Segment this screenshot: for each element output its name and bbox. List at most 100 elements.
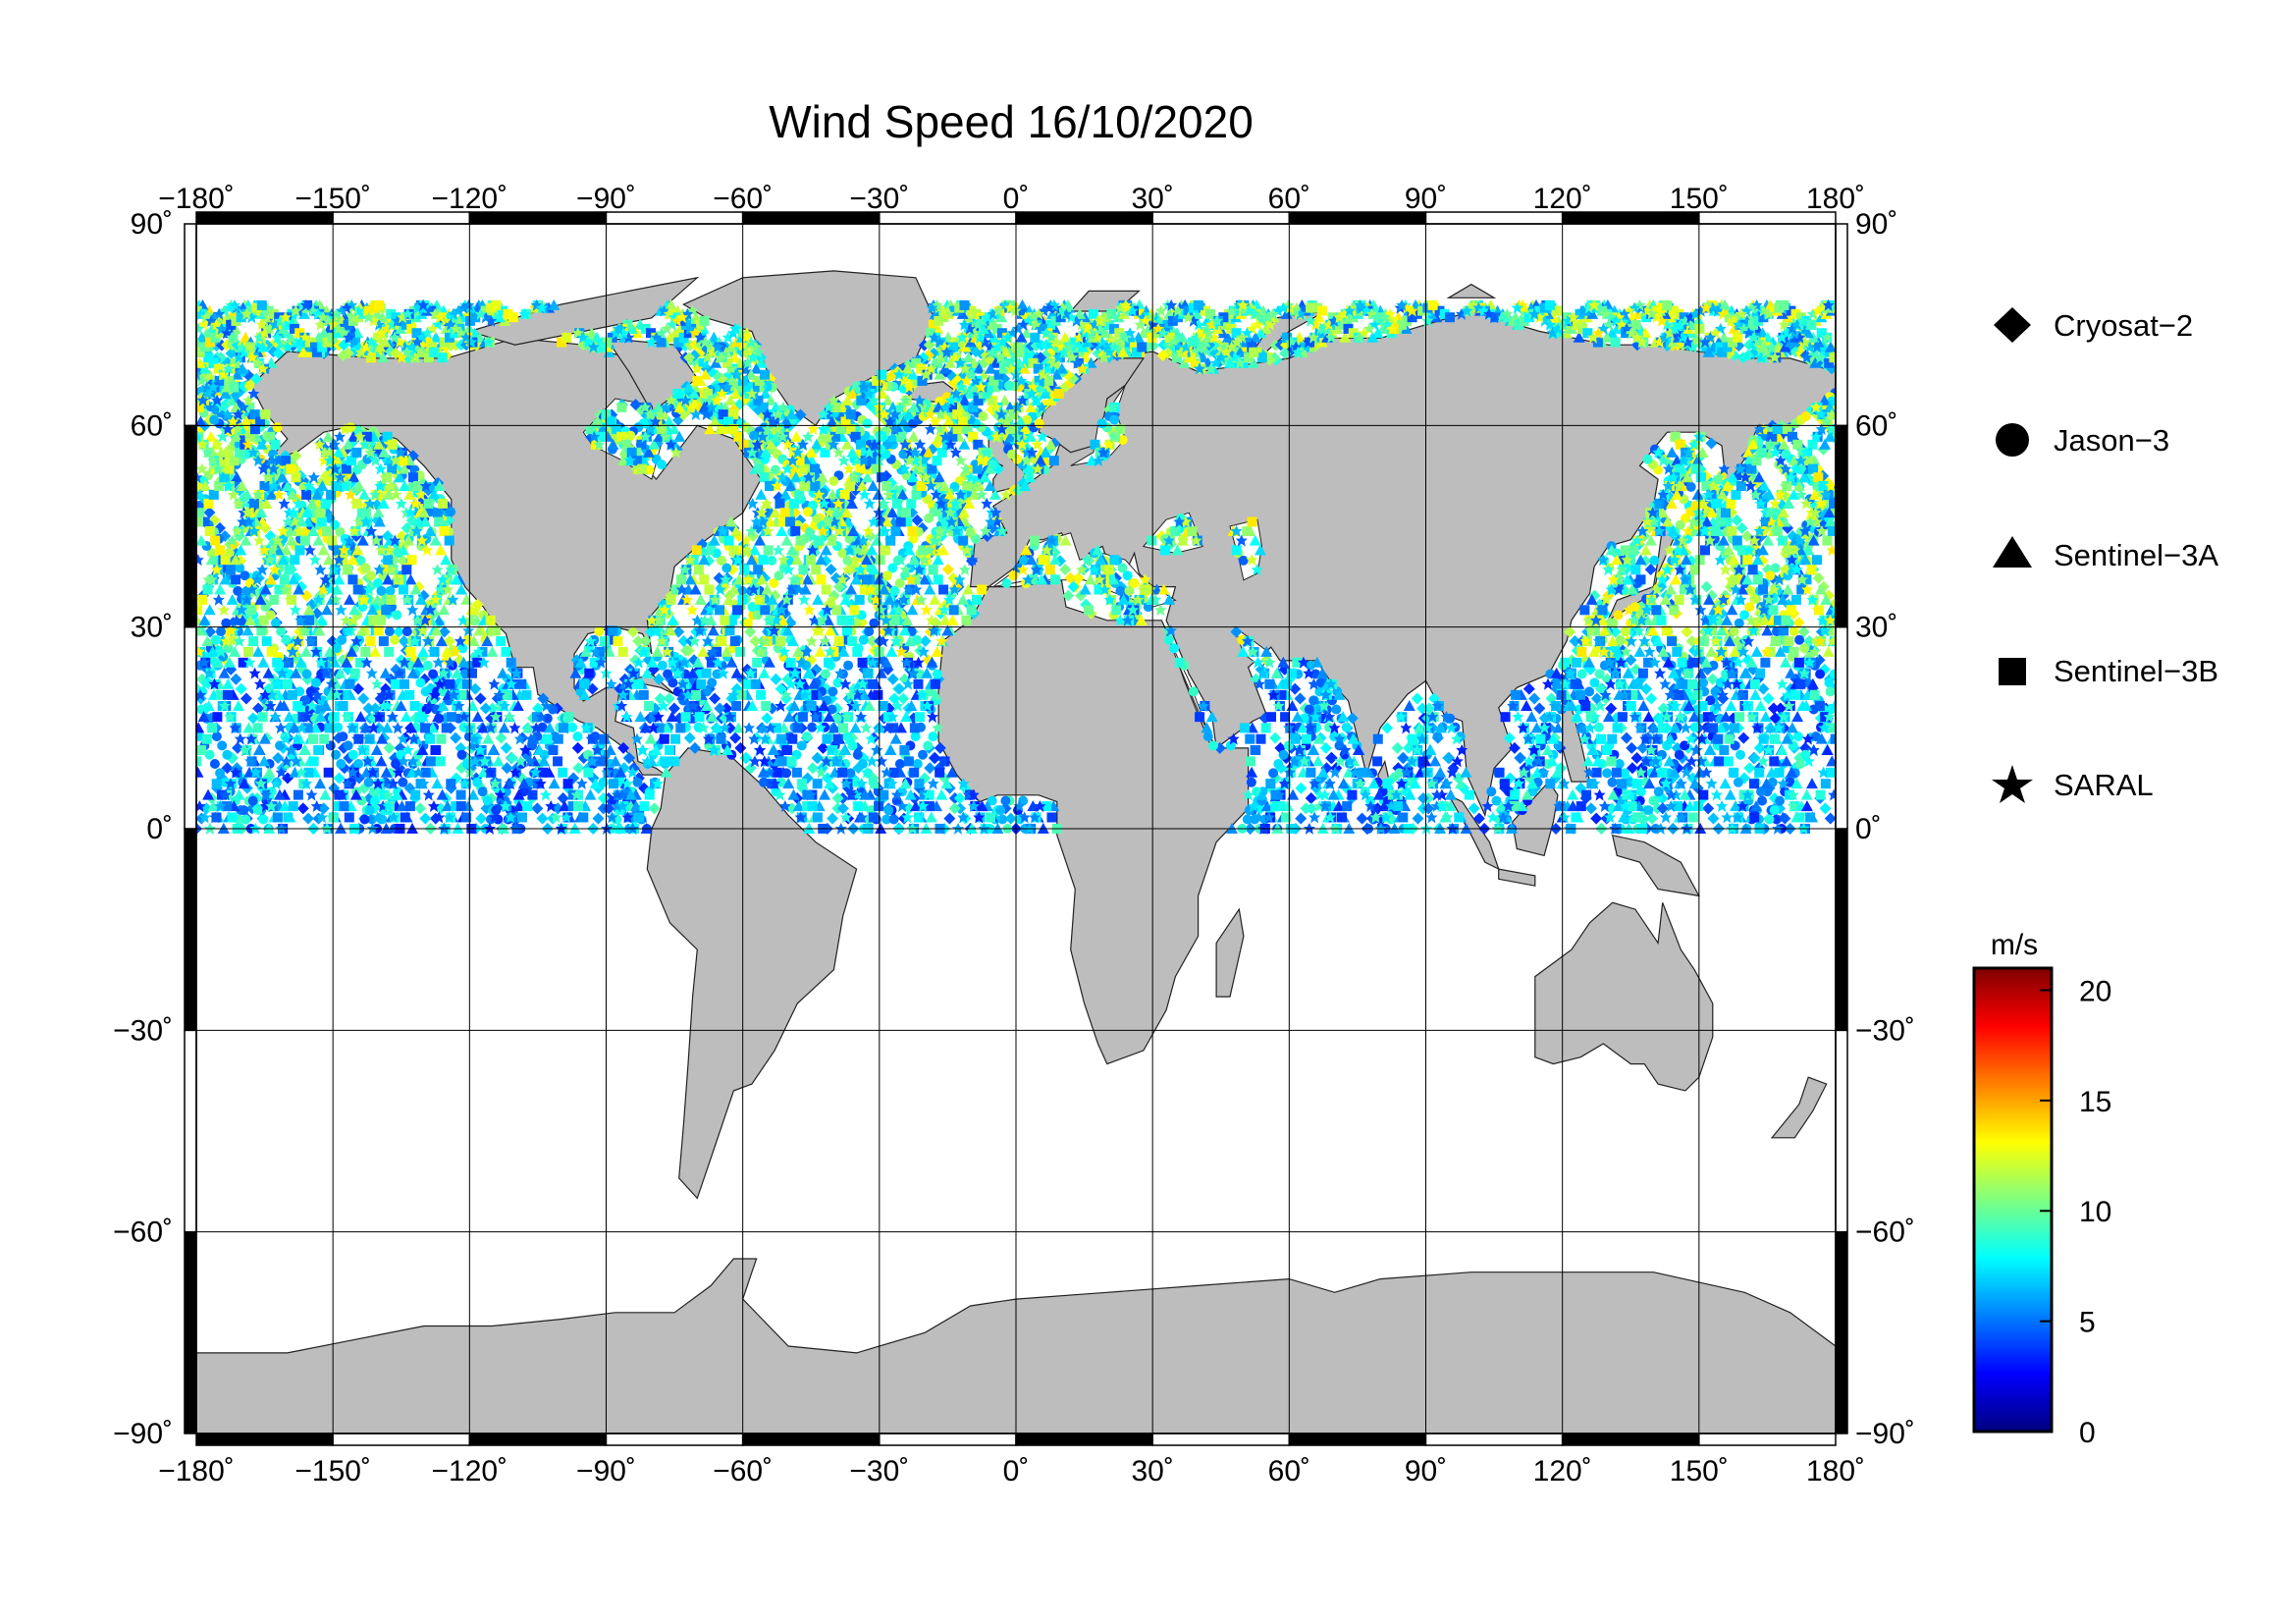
- track-point: [1491, 795, 1502, 806]
- track-point: [1567, 788, 1579, 800]
- track-point: [258, 814, 269, 825]
- track-point: [372, 438, 385, 450]
- track-point: [641, 667, 654, 678]
- track-point: [1776, 307, 1789, 319]
- track-point: [858, 634, 869, 645]
- track-point: [252, 645, 265, 657]
- track-point: [894, 759, 905, 769]
- track-point: [1291, 711, 1304, 723]
- track-point: [1117, 435, 1128, 446]
- track-point: [783, 614, 796, 625]
- track-point: [272, 422, 283, 433]
- track-point: [1829, 669, 1836, 679]
- track-point: [667, 614, 679, 625]
- track-point: [1295, 782, 1308, 794]
- track-point: [957, 507, 970, 518]
- track-point: [1767, 702, 1780, 715]
- track-point: [844, 533, 855, 544]
- track-point: [904, 635, 917, 647]
- track-point: [1569, 635, 1581, 648]
- track-point: [832, 580, 845, 593]
- track-point: [475, 812, 488, 825]
- track-point: [501, 762, 513, 775]
- track-point: [1733, 777, 1743, 787]
- track-point: [1305, 792, 1317, 805]
- track-point: [1794, 634, 1805, 645]
- track-point: [216, 626, 226, 637]
- track-point: [759, 777, 769, 787]
- track-point: [370, 795, 381, 806]
- track-point: [1735, 749, 1745, 760]
- track-point: [1633, 645, 1646, 657]
- track-point: [648, 438, 661, 450]
- track-point: [204, 749, 215, 760]
- track-point: [317, 544, 330, 556]
- track-point: [673, 401, 686, 412]
- track-point: [355, 555, 366, 566]
- track-point: [1107, 573, 1120, 585]
- track-point: [398, 777, 408, 787]
- track-point: [828, 686, 838, 697]
- track-point: [335, 526, 346, 537]
- track-point: [941, 563, 954, 575]
- track-point: [774, 570, 784, 581]
- track-point: [1671, 455, 1683, 466]
- track-point: [709, 692, 721, 705]
- track-point: [943, 488, 956, 500]
- land-borneo: [1511, 781, 1559, 857]
- track-point: [1625, 654, 1637, 667]
- track-point: [1640, 682, 1653, 695]
- track-point: [559, 800, 571, 812]
- track-point: [548, 778, 561, 789]
- track-point: [1004, 430, 1017, 442]
- track-point: [1594, 669, 1605, 679]
- track-point: [240, 692, 252, 705]
- track-point: [938, 479, 951, 491]
- track-point: [1317, 766, 1330, 778]
- track-point: [506, 752, 518, 765]
- track-point: [864, 626, 875, 637]
- track-point: [332, 643, 342, 654]
- track-point: [1202, 731, 1213, 742]
- track-point: [869, 618, 880, 628]
- track-point: [1337, 778, 1350, 789]
- track-point: [878, 583, 890, 595]
- track-point: [219, 388, 232, 400]
- track-point: [376, 585, 387, 596]
- land-severnaya-zemlya: [1446, 283, 1497, 298]
- track-point: [1514, 752, 1526, 765]
- track-point: [467, 788, 480, 800]
- track-point: [347, 749, 358, 760]
- track-point: [711, 548, 721, 559]
- track-point: [963, 497, 976, 509]
- track-point: [383, 455, 396, 466]
- track-point: [924, 762, 936, 775]
- track-point: [987, 795, 997, 806]
- track-point: [1508, 741, 1521, 754]
- track-point: [1739, 610, 1750, 621]
- track-point: [428, 669, 439, 679]
- track-point: [805, 526, 816, 537]
- track-point: [912, 759, 923, 769]
- track-point: [221, 618, 232, 628]
- track-point: [1371, 327, 1384, 339]
- track-point: [296, 802, 309, 815]
- track-point: [887, 430, 900, 442]
- track-point: [257, 656, 270, 668]
- track-point: [1764, 814, 1775, 825]
- track-point: [978, 411, 988, 421]
- track-point: [1092, 544, 1104, 556]
- track-point: [1468, 802, 1480, 815]
- track-point: [1366, 331, 1379, 343]
- track-point: [832, 677, 843, 688]
- track-point: [1717, 534, 1730, 546]
- track-point: [1381, 722, 1394, 734]
- track-point: [548, 704, 559, 715]
- track-point: [241, 624, 254, 636]
- map: −180˚−180˚−150˚−150˚−120˚−120˚−90˚−90˚−6…: [113, 183, 1915, 1488]
- track-point: [196, 766, 204, 778]
- track-point: [255, 438, 268, 450]
- track-point: [657, 660, 667, 671]
- track-point: [1757, 682, 1770, 695]
- track-point: [240, 814, 251, 825]
